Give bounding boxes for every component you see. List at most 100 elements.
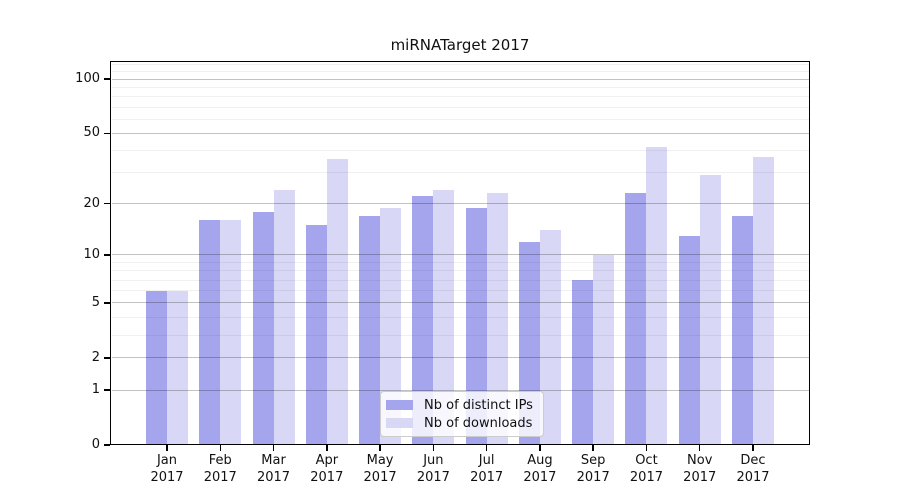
gridline-minor [111,172,809,174]
x-tick-label: Nov 2017 [668,452,732,486]
y-tick-mark [104,389,110,391]
gridline-minor [111,261,809,263]
x-tick-mark [699,445,701,451]
bar [753,156,774,445]
bar [486,193,508,445]
gridline-major [111,78,809,80]
x-tick-month: Feb [208,453,232,468]
x-tick-mark [592,445,594,451]
bar [625,193,647,445]
x-tick-year: 2017 [310,470,344,485]
bar [359,215,381,445]
bar [273,189,295,445]
bar [380,207,402,445]
x-tick-mark [219,445,221,451]
y-tick-label: 50 [83,125,100,141]
x-tick-mark [432,445,435,451]
gridline-minor [111,96,809,98]
x-tick-label: Jan 2017 [135,452,199,486]
chart-title: miRNATarget 2017 [390,36,530,54]
y-tick-mark [104,444,110,446]
x-tick-label: May 2017 [348,452,412,486]
bar [305,225,327,445]
bar [252,211,274,445]
legend-entry: Nb of distinct IPs [386,396,537,414]
x-tick-mark [272,445,275,451]
gridline-minor [111,279,809,281]
x-tick-mark [485,445,488,451]
x-tick-month: May [366,453,394,468]
bar [539,230,561,445]
x-tick-month: Oct [635,453,658,468]
y-tick-mark [104,357,110,359]
x-tick-mark [539,445,541,451]
x-tick-month: Sep [580,453,606,468]
gridline-major [111,302,809,304]
y-tick-mark [104,202,110,205]
x-tick-label: Aug 2017 [508,452,572,486]
legend-entry: Nb of downloads [386,414,537,432]
x-tick-year: 2017 [416,470,450,485]
bar [593,254,615,445]
x-tick-year: 2017 [683,470,717,485]
x-tick-year: 2017 [150,470,184,485]
gridline-major [111,132,809,134]
x-tick-mark [752,445,754,451]
bar [326,158,348,445]
gridline-minor [111,86,809,88]
y-tick-label: 20 [83,195,100,211]
bar [433,189,455,445]
x-tick-mark [379,445,381,451]
y-tick-label: 5 [91,294,100,310]
gridline-minor [111,290,809,292]
gridline-minor [111,270,809,272]
gridline-major [111,254,809,256]
bar [572,280,594,445]
x-tick-label: Apr 2017 [295,452,359,486]
x-tick-year: 2017 [203,470,237,485]
y-tick-mark [104,78,110,80]
x-tick-month: Jul [478,453,495,468]
gridline-minor [111,150,809,152]
x-tick-month: Mar [261,453,286,468]
bar [699,175,721,445]
y-tick-mark [104,254,110,256]
gridline-minor [111,64,809,66]
x-tick-year: 2017 [523,470,557,485]
gridline-minor [111,316,809,318]
legend-entry-label: Nb of downloads [424,415,533,431]
x-tick-mark [326,445,328,451]
y-tick-mark [104,302,110,304]
x-tick-label: Sep 2017 [561,452,625,486]
bar [465,207,487,445]
bar [199,220,221,445]
x-tick-year: 2017 [736,470,770,485]
x-tick-month: Dec [740,453,766,468]
x-tick-month: Apr [315,453,339,468]
bar [412,196,434,445]
y-tick-label: 10 [83,246,100,262]
x-tick-year: 2017 [629,470,663,485]
x-tick-month: Jun [423,453,444,468]
x-tick-label: Feb 2017 [188,452,252,486]
x-tick-label: Oct 2017 [614,452,678,486]
gridline-minor [111,118,809,120]
x-tick-label: Jun 2017 [401,452,465,486]
gridline-major [111,357,809,359]
gridline-major [111,203,809,205]
gridline-minor [111,334,809,336]
legend-swatch [386,418,413,428]
legend-swatch [386,400,413,410]
x-tick-year: 2017 [470,470,504,485]
x-tick-month: Aug [527,453,553,468]
y-tick-label: 2 [91,349,100,365]
gridline-minor [111,106,809,108]
y-tick-mark [104,132,110,134]
x-tick-mark [166,445,168,451]
legend-entry-label: Nb of distinct IPs [424,397,533,413]
y-tick-label: 1 [91,382,100,398]
x-tick-label: Dec 2017 [721,452,785,486]
x-tick-mark [645,445,648,451]
x-tick-month: Nov [687,453,713,468]
